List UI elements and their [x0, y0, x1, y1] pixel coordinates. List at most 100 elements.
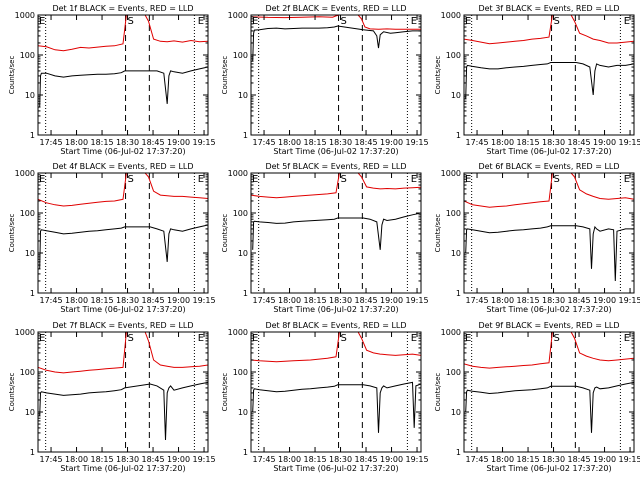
x-tick-label: 19:15	[193, 296, 216, 305]
y-axis-label: Counts/sec	[8, 373, 16, 412]
y-tick-label: 10	[25, 249, 35, 258]
panel-title: Det 2f BLACK = Events, RED = LLD	[265, 4, 406, 13]
end-marker-label: E	[624, 174, 630, 185]
panel-det-7f: Det 7f BLACK = Events, RED = LLD 1 10 100 10…	[8, 321, 216, 473]
y-tick-label: 1	[30, 448, 35, 457]
y-tick-label: 100	[20, 51, 35, 60]
panel-title: Det 8f BLACK = Events, RED = LLD	[265, 321, 406, 330]
panel-title: Det 1f BLACK = Events, RED = LLD	[52, 4, 193, 13]
x-tick-label: 19:15	[406, 138, 429, 147]
series-lld-line	[464, 173, 634, 208]
end-marker-label: E	[411, 16, 417, 27]
series-events-line	[465, 225, 634, 282]
x-tick-label: 18:00	[278, 296, 301, 305]
left-end-marker-label: E	[39, 16, 45, 27]
plot-frame	[250, 172, 422, 294]
y-tick-label: 1000	[441, 169, 461, 178]
x-tick-label: 18:30	[329, 138, 352, 147]
x-axis-label: Start Time (06-Jul-02 17:37:20)	[60, 464, 185, 473]
series-lld-line	[464, 332, 634, 369]
plot-frame	[250, 331, 422, 453]
x-tick-label: 18:30	[542, 138, 565, 147]
end-marker-label: E	[411, 333, 417, 344]
panel-title: Det 5f BLACK = Events, RED = LLD	[265, 162, 406, 171]
y-tick-label: 10	[238, 249, 248, 258]
x-tick-label: 19:15	[619, 455, 640, 464]
series-events-line	[465, 62, 634, 99]
x-tick-label: 18:00	[278, 138, 301, 147]
y-tick-label: 1000	[228, 169, 248, 178]
end-marker-label: E	[198, 174, 204, 185]
plot-frame	[37, 331, 209, 453]
y-tick-label: 10	[238, 408, 248, 417]
end-marker-label: E	[624, 333, 630, 344]
x-tick-label: 18:45	[142, 138, 165, 147]
y-tick-label: 1000	[15, 11, 35, 20]
panel-det-2f: Det 2f BLACK = Events, RED = LLD 1 10 100 10…	[221, 4, 429, 156]
series-events-line	[252, 212, 421, 250]
series-events-line	[39, 66, 208, 108]
series-lld-line	[38, 332, 208, 374]
y-tick-label: 100	[446, 209, 461, 218]
x-tick-label: 18:00	[491, 138, 514, 147]
y-axis-label: Counts/sec	[221, 56, 229, 95]
x-tick-label: 19:15	[406, 296, 429, 305]
series-lld-line	[251, 173, 421, 199]
start-marker-label: S	[341, 16, 347, 27]
y-tick-label: 100	[233, 51, 248, 60]
series-events-line	[252, 25, 421, 62]
start-marker-label: S	[554, 16, 560, 27]
y-tick-label: 1	[456, 448, 461, 457]
series-lld-line	[464, 15, 634, 45]
panel-title: Det 9f BLACK = Events, RED = LLD	[478, 321, 619, 330]
x-axis-label: Start Time (06-Jul-02 17:37:20)	[486, 147, 611, 156]
x-tick-label: 19:00	[380, 455, 403, 464]
x-tick-label: 19:00	[167, 138, 190, 147]
x-tick-label: 18:00	[65, 296, 88, 305]
x-tick-label: 19:00	[593, 296, 616, 305]
x-tick-label: 18:15	[517, 455, 540, 464]
y-tick-label: 1000	[441, 11, 461, 20]
y-tick-label: 1	[243, 289, 248, 298]
panel-det-1f: Det 1f BLACK = Events, RED = LLD 1 10 100 10…	[8, 4, 216, 156]
x-axis-label: Start Time (06-Jul-02 17:37:20)	[486, 464, 611, 473]
x-tick-label: 18:15	[91, 138, 114, 147]
y-tick-label: 1	[243, 131, 248, 140]
series-lld-line	[38, 15, 208, 52]
plot-frame	[463, 172, 635, 294]
y-tick-label: 100	[233, 209, 248, 218]
panel-title: Det 7f BLACK = Events, RED = LLD	[52, 321, 193, 330]
x-axis-label: Start Time (06-Jul-02 17:37:20)	[273, 147, 398, 156]
y-axis-label: Counts/sec	[221, 214, 229, 253]
panel-title: Det 4f BLACK = Events, RED = LLD	[52, 162, 193, 171]
panel-grid: Det 1f BLACK = Events, RED = LLD 1 10 100 10…	[8, 4, 640, 473]
start-marker-label: S	[128, 333, 134, 344]
y-tick-label: 1000	[15, 169, 35, 178]
panel-det-5f: Det 5f BLACK = Events, RED = LLD 1 10 100 10…	[221, 162, 429, 314]
panel-det-8f: Det 8f BLACK = Events, RED = LLD 1 10 100 10…	[221, 321, 429, 473]
x-tick-label: 18:30	[542, 455, 565, 464]
x-tick-label: 18:45	[355, 138, 378, 147]
end-marker-label: E	[411, 174, 417, 185]
x-tick-label: 18:00	[491, 296, 514, 305]
series-lld-line	[251, 332, 421, 363]
x-tick-label: 18:45	[568, 138, 591, 147]
x-tick-label: 18:30	[116, 138, 139, 147]
y-tick-label: 1000	[228, 328, 248, 337]
x-tick-label: 19:15	[619, 296, 640, 305]
left-end-marker-label: E	[39, 174, 45, 185]
x-tick-label: 18:15	[304, 296, 327, 305]
x-tick-label: 18:45	[142, 455, 165, 464]
end-marker-label: E	[198, 16, 204, 27]
y-tick-label: 100	[446, 368, 461, 377]
x-tick-label: 17:45	[466, 455, 489, 464]
x-axis-label: Start Time (06-Jul-02 17:37:20)	[60, 147, 185, 156]
start-marker-label: S	[128, 174, 134, 185]
y-axis-label: Counts/sec	[221, 373, 229, 412]
panel-det-4f: Det 4f BLACK = Events, RED = LLD 1 10 100 10…	[8, 162, 216, 314]
x-tick-label: 19:00	[167, 296, 190, 305]
x-tick-label: 18:45	[568, 296, 591, 305]
x-tick-label: 19:15	[193, 455, 216, 464]
left-end-marker-label: E	[39, 333, 45, 344]
series-lld-line	[251, 15, 421, 30]
